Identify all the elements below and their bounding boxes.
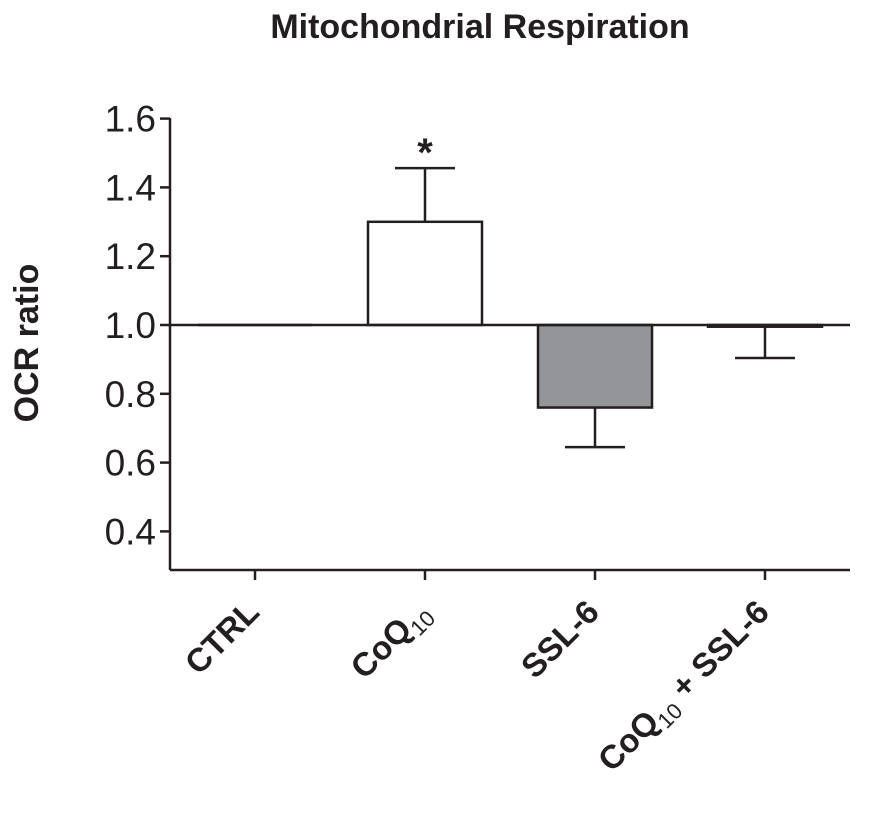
y-tick-label: 0.8 bbox=[105, 374, 156, 415]
y-tick-label: 0.4 bbox=[105, 511, 156, 552]
x-tick-label-rest: + SSL-6 bbox=[657, 593, 776, 712]
y-axis-label: OCR ratio bbox=[8, 264, 46, 423]
bar bbox=[366, 220, 484, 327]
x-tick-label: CoQ10 + SSL-6 bbox=[590, 593, 780, 783]
x-tick-label: CTRL bbox=[178, 593, 266, 681]
x-tick-label-main: CTRL bbox=[178, 593, 266, 681]
x-tick-label: CoQ10 bbox=[343, 593, 440, 690]
x-tick-label: SSL-6 bbox=[514, 593, 606, 685]
y-tick-label: 1.4 bbox=[105, 167, 156, 208]
bar bbox=[536, 323, 654, 409]
y-tick-label: 1.6 bbox=[105, 99, 156, 140]
y-tick-label: 1.2 bbox=[105, 236, 156, 277]
y-tick-label: 0.6 bbox=[105, 443, 156, 484]
x-tick-label-main: SSL-6 bbox=[514, 593, 606, 685]
chart-title: Mitochondrial Respiration bbox=[270, 8, 689, 46]
significance-marker: * bbox=[417, 131, 433, 175]
y-tick-label: 1.0 bbox=[105, 305, 156, 346]
